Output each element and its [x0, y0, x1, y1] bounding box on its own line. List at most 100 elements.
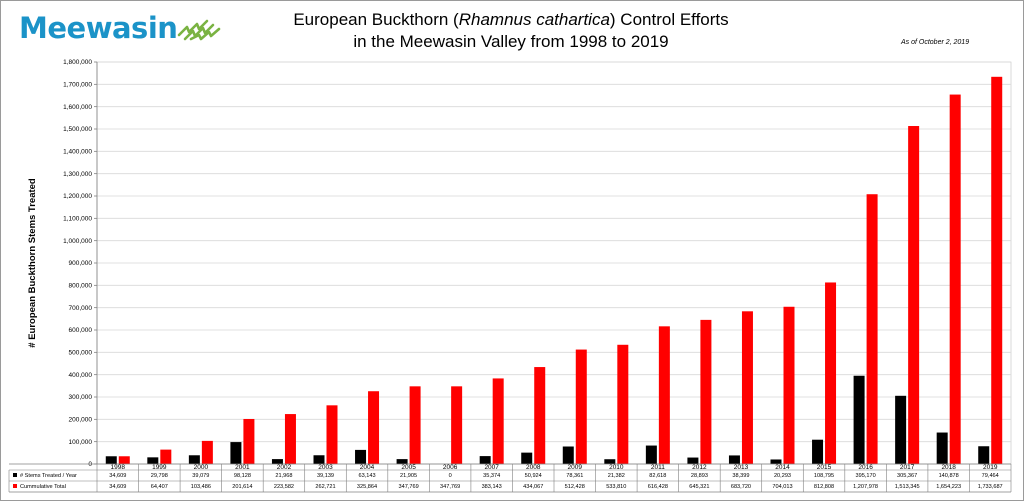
- y-tick-label: 1,800,000: [63, 59, 92, 66]
- data-label: 79,464: [982, 473, 999, 479]
- data-label: 34,609: [109, 473, 126, 479]
- y-tick-label: 600,000: [69, 327, 93, 334]
- title-species: Rhamnus cathartica: [458, 10, 610, 29]
- data-label: 533,810: [606, 484, 626, 490]
- bar-annual: [895, 395, 907, 464]
- data-label: 645,321: [689, 484, 709, 490]
- data-label: 0: [449, 473, 452, 479]
- bar-annual: [105, 456, 117, 464]
- bar-cumulative: [700, 319, 712, 464]
- bar-cumulative: [243, 418, 255, 464]
- data-label: 103,486: [191, 484, 211, 490]
- y-tick-label: 1,400,000: [63, 149, 92, 156]
- data-label: 347,769: [398, 484, 418, 490]
- logo-text: Meewasin: [19, 11, 178, 45]
- legend-key: [13, 484, 17, 488]
- data-label: 63,143: [358, 473, 375, 479]
- x-category-label: 2005: [401, 464, 416, 471]
- y-tick-label: 400,000: [69, 372, 93, 379]
- y-tick-label: 1,700,000: [63, 82, 92, 89]
- data-label: 325,864: [357, 484, 377, 490]
- bar-cumulative: [201, 440, 213, 464]
- data-label: 434,067: [523, 484, 543, 490]
- date-note: As of October 2, 2019: [901, 39, 970, 46]
- data-label: 21,905: [400, 473, 417, 479]
- legend-label: Cummulative Total: [20, 484, 66, 490]
- data-label: 29,798: [151, 473, 168, 479]
- bar-annual: [728, 455, 740, 464]
- data-label: 34,609: [109, 484, 126, 490]
- x-category-label: 1998: [111, 464, 126, 471]
- data-label: 1,654,223: [936, 484, 961, 490]
- legend-label: # Stems Treated / Year: [20, 473, 77, 479]
- y-tick-label: 200,000: [69, 417, 93, 424]
- x-category-label: 2019: [983, 464, 998, 471]
- x-category-label: 2000: [194, 464, 209, 471]
- data-label: 1,207,978: [853, 484, 878, 490]
- data-label: 82,618: [649, 473, 666, 479]
- data-label: 78,361: [566, 473, 583, 479]
- data-label: 1,733,687: [978, 484, 1003, 490]
- data-label: 512,428: [565, 484, 585, 490]
- bar-annual: [812, 439, 824, 464]
- y-tick-label: 700,000: [69, 305, 93, 312]
- bar-annual: [936, 432, 948, 464]
- title-line-1: European Buckthorn (Rhamnus cathartica) …: [241, 9, 781, 31]
- x-category-label: 2002: [277, 464, 292, 471]
- bar-cumulative: [492, 378, 504, 464]
- bar-cumulative: [575, 349, 587, 464]
- bar-cumulative: [284, 414, 296, 464]
- y-tick-label: 1,600,000: [63, 104, 92, 111]
- data-label: 347,769: [440, 484, 460, 490]
- x-category-label: 2010: [609, 464, 624, 471]
- bar-cumulative: [991, 76, 1003, 464]
- data-label: 35,374: [483, 473, 500, 479]
- bar-annual: [188, 455, 200, 464]
- y-axis-label: # European Buckthorn Stems Treated: [27, 178, 38, 348]
- bar-annual: [271, 459, 283, 464]
- x-category-label: 2018: [941, 464, 956, 471]
- data-label: 21,968: [275, 473, 292, 479]
- y-tick-label: 1,500,000: [63, 126, 92, 133]
- bar-annual: [313, 455, 325, 464]
- bar-cumulative: [908, 126, 920, 464]
- y-tick-label: 100,000: [69, 439, 93, 446]
- data-label: 1,513,345: [895, 484, 920, 490]
- data-label: 383,143: [482, 484, 502, 490]
- data-label: 201,614: [232, 484, 252, 490]
- data-label: 38,399: [732, 473, 749, 479]
- bar-annual: [978, 446, 990, 464]
- x-category-label: 2008: [526, 464, 541, 471]
- bar-cumulative: [409, 386, 421, 464]
- x-category-label: 1999: [152, 464, 167, 471]
- x-category-label: 2003: [318, 464, 333, 471]
- y-tick-label: 500,000: [69, 350, 93, 357]
- data-label: 50,924: [525, 473, 542, 479]
- bar-annual: [687, 457, 699, 464]
- data-label: 108,795: [814, 473, 834, 479]
- bar-cumulative: [617, 344, 629, 464]
- x-category-label: 2017: [900, 464, 915, 471]
- bar-annual: [396, 459, 408, 464]
- data-label: 98,128: [234, 473, 251, 479]
- bar-annual: [147, 457, 159, 464]
- bar-cumulative: [866, 194, 878, 464]
- data-label: 812,808: [814, 484, 834, 490]
- bar-cumulative: [658, 326, 670, 464]
- x-category-label: 2001: [235, 464, 250, 471]
- bar-cumulative: [783, 306, 795, 464]
- chart-title: European Buckthorn (Rhamnus cathartica) …: [241, 9, 781, 53]
- bar-cumulative: [534, 367, 546, 464]
- bar-annual: [479, 456, 491, 464]
- bar-cumulative: [160, 449, 172, 464]
- bar-cumulative: [118, 456, 130, 464]
- data-label: 616,428: [648, 484, 668, 490]
- data-label: 64,407: [151, 484, 168, 490]
- x-category-label: 2006: [443, 464, 458, 471]
- x-category-label: 2009: [568, 464, 583, 471]
- data-label: 140,878: [939, 473, 959, 479]
- bar-cumulative: [741, 311, 753, 464]
- x-category-label: 2007: [484, 464, 499, 471]
- x-category-label: 2012: [692, 464, 707, 471]
